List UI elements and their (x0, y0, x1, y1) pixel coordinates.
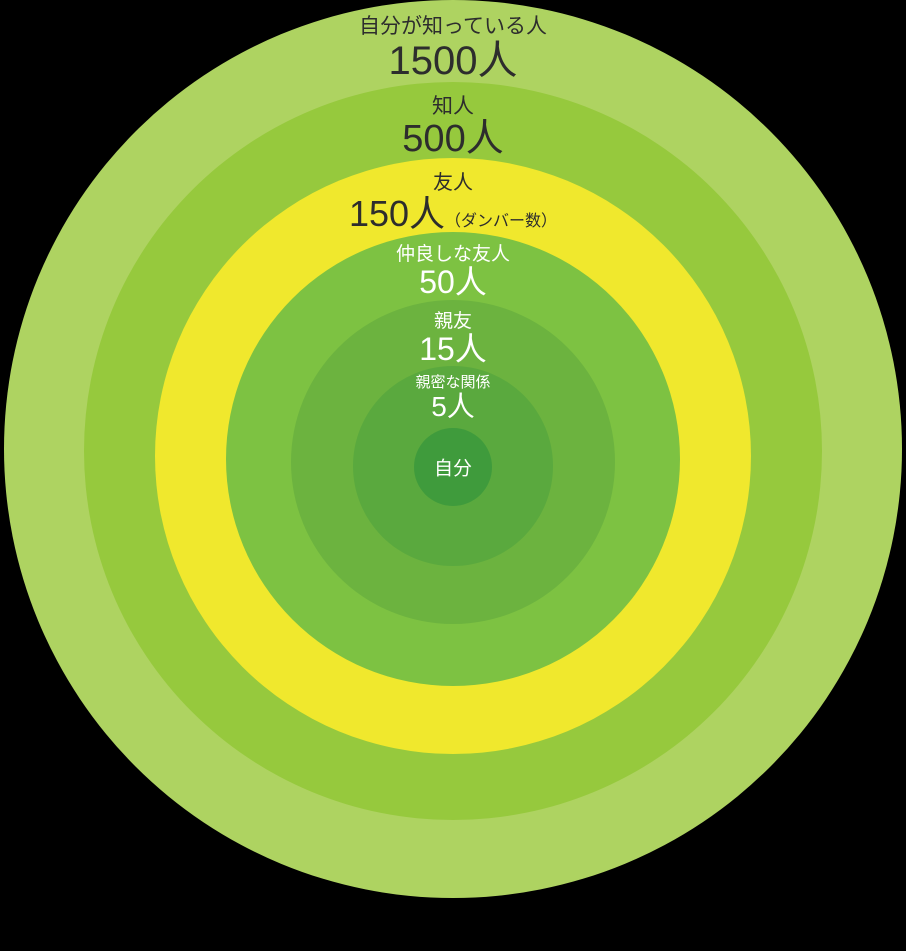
ring-500-value: 500人 (84, 120, 822, 160)
ring-1500-label: 自分が知っている人 1500人 (4, 10, 902, 82)
ring-150-value: 150人（ダンバー数） (155, 195, 751, 233)
ring-50-title: 仲良しな友人 (226, 239, 680, 266)
dunbar-circles-diagram: 自分が知っている人 1500人 知人 500人 友人 150人（ダンバー数） 仲… (0, 0, 906, 951)
center-self: 自分 (414, 428, 492, 506)
ring-500-label: 知人 500人 (84, 90, 822, 160)
ring-15-title: 親友 (291, 306, 615, 333)
ring-500-title: 知人 (84, 90, 822, 120)
ring-5-label: 親密な関係 5人 (353, 371, 553, 421)
ring-5-title: 親密な関係 (353, 371, 553, 392)
ring-5-value: 5人 (353, 392, 553, 421)
ring-150-title: 友人 (155, 166, 751, 195)
ring-1500-value: 1500人 (4, 40, 902, 82)
ring-50-label: 仲良しな友人 50人 (226, 239, 680, 300)
ring-15-value: 15人 (291, 333, 615, 367)
ring-150-value-text: 150人 (349, 193, 445, 234)
ring-150-label: 友人 150人（ダンバー数） (155, 166, 751, 233)
ring-150-note: （ダンバー数） (445, 213, 557, 230)
ring-50-value: 50人 (226, 266, 680, 300)
ring-1500-title: 自分が知っている人 (4, 10, 902, 40)
center-self-label: 自分 (434, 454, 472, 481)
ring-15-label: 親友 15人 (291, 306, 615, 367)
